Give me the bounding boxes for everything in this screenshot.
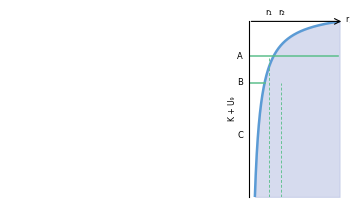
Text: C: C xyxy=(237,131,243,140)
Text: r₂: r₂ xyxy=(278,8,285,17)
Text: r₁: r₁ xyxy=(265,8,272,17)
Text: r, from star to planet: r, from star to planet xyxy=(346,15,350,24)
Text: A: A xyxy=(237,52,243,61)
Text: B: B xyxy=(237,78,243,87)
Text: K + U₉: K + U₉ xyxy=(228,97,237,122)
